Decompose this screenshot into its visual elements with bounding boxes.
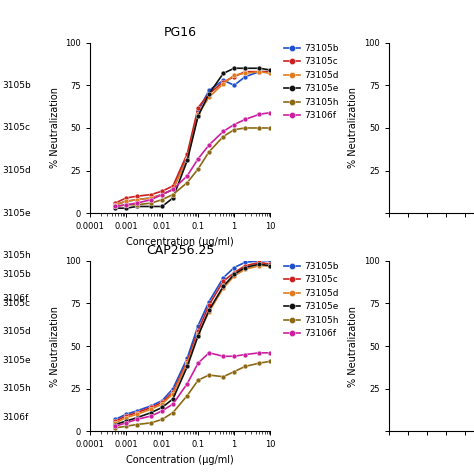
Title: PG16: PG16 (164, 26, 197, 39)
Text: 3106f: 3106f (2, 413, 28, 421)
Text: 3105h: 3105h (2, 252, 31, 260)
Text: 3105e: 3105e (2, 209, 31, 218)
Legend: 73105b, 73105c, 73105d, 73105e, 73105h, 73106f: 73105b, 73105c, 73105d, 73105e, 73105h, … (284, 262, 339, 338)
Y-axis label: % Neutralization: % Neutralization (348, 88, 358, 168)
X-axis label: Concentration (µg/ml): Concentration (µg/ml) (126, 455, 234, 465)
Y-axis label: % Neutralization: % Neutralization (50, 306, 60, 386)
Text: 3105d: 3105d (2, 166, 31, 175)
Text: 3105h: 3105h (2, 384, 31, 393)
Text: 3106f: 3106f (2, 294, 28, 303)
Text: 3105e: 3105e (2, 356, 31, 365)
Text: 3105b: 3105b (2, 81, 31, 90)
Text: 3105d: 3105d (2, 328, 31, 336)
Legend: 73105b, 73105c, 73105d, 73105e, 73105h, 73106f: 73105b, 73105c, 73105d, 73105e, 73105h, … (284, 44, 339, 120)
Title: CAP256.25: CAP256.25 (146, 244, 214, 257)
Text: 3105c: 3105c (2, 299, 30, 308)
Text: 3105c: 3105c (2, 124, 30, 132)
Y-axis label: % Neutralization: % Neutralization (348, 306, 358, 386)
X-axis label: Concentration (µg/ml): Concentration (µg/ml) (126, 237, 234, 247)
Text: 3105b: 3105b (2, 271, 31, 279)
Y-axis label: % Neutralization: % Neutralization (50, 88, 60, 168)
